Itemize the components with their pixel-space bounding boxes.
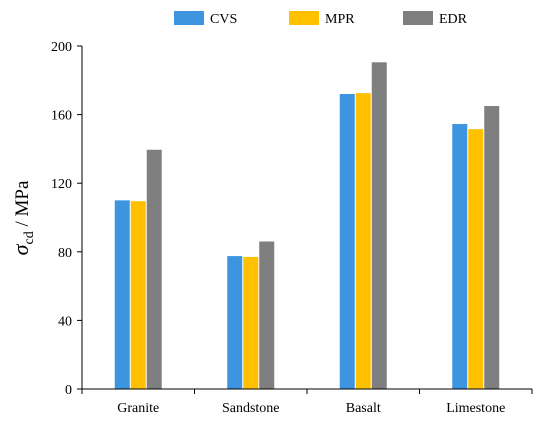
tick-labels-group: 0 40 80 120 160 200 Granite Sandstone Basalt Lime… [51, 40, 505, 416]
bar-edr-granite [146, 149, 162, 389]
bar-cvs-sandstone [227, 256, 243, 389]
bars-group [114, 62, 500, 390]
y-tick-label: 200 [51, 40, 72, 55]
x-tick-label: Basalt [346, 401, 381, 416]
y-axis-title-symbol: σ [8, 243, 33, 255]
x-tick-label: Limestone [446, 401, 505, 416]
bar-cvs-basalt [339, 94, 355, 390]
legend: CVS MPR EDR [174, 11, 468, 27]
legend-swatch-cvs [174, 11, 204, 25]
legend-label-mpr: MPR [325, 12, 355, 27]
bar-mpr-sandstone [243, 256, 259, 389]
y-axis-title: σcd / MPa [8, 180, 37, 255]
y-axis-title-unit: / MPa [12, 180, 33, 231]
bar-mpr-granite [130, 201, 146, 389]
y-tick-label: 80 [58, 246, 72, 261]
bar-mpr-limestone [468, 129, 484, 390]
bar-mpr-basalt [355, 93, 371, 389]
x-tick-label: Sandstone [222, 401, 280, 416]
axes-group [77, 45, 533, 394]
y-tick-label: 120 [51, 177, 72, 192]
y-tick-label: 0 [65, 383, 72, 398]
legend-swatch-edr [403, 11, 433, 25]
bar-edr-basalt [371, 62, 387, 389]
bar-cvs-limestone [452, 124, 468, 389]
y-axis-title-subscript: cd [22, 231, 37, 244]
bar-edr-sandstone [259, 241, 275, 389]
x-tick-label: Granite [117, 401, 159, 416]
legend-label-cvs: CVS [210, 12, 237, 27]
legend-swatch-mpr [289, 11, 319, 25]
legend-label-edr: EDR [439, 12, 468, 27]
bar-cvs-granite [114, 200, 130, 389]
y-tick-label: 40 [58, 314, 72, 329]
y-tick-label: 160 [51, 109, 72, 124]
bar-edr-limestone [484, 106, 500, 390]
